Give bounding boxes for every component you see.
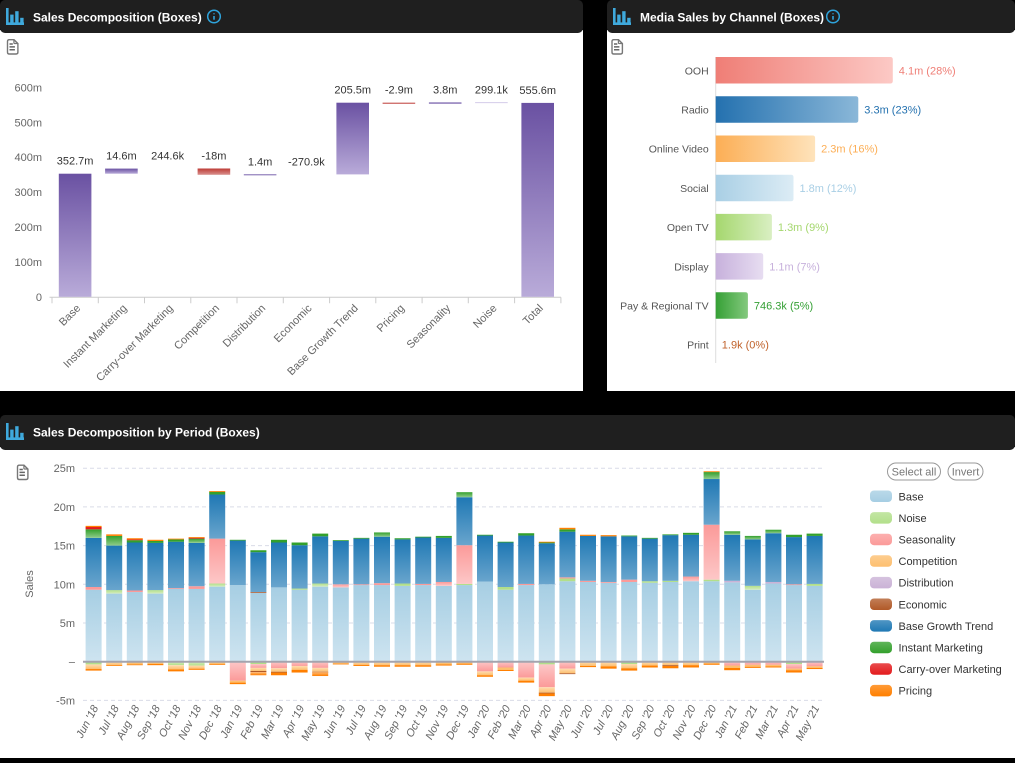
svg-text:1.9k (0%): 1.9k (0%) bbox=[722, 340, 769, 352]
svg-text:1.4m: 1.4m bbox=[248, 156, 272, 168]
svg-text:20m: 20m bbox=[54, 502, 75, 514]
svg-text:205.5m: 205.5m bbox=[334, 85, 371, 97]
svg-text:3.3m (23%): 3.3m (23%) bbox=[864, 105, 921, 117]
svg-text:10m: 10m bbox=[54, 579, 75, 591]
svg-text:Social: Social bbox=[680, 183, 709, 195]
svg-text:–: – bbox=[69, 657, 76, 669]
svg-text:Sales Decomposition by Period: Sales Decomposition by Period (Boxes) bbox=[33, 426, 260, 440]
svg-text:Competition: Competition bbox=[172, 302, 222, 352]
svg-text:352.7m: 352.7m bbox=[57, 156, 94, 168]
svg-text:1.8m (12%): 1.8m (12%) bbox=[800, 183, 857, 195]
svg-text:746.3k (5%): 746.3k (5%) bbox=[754, 301, 813, 313]
svg-text:Online Video: Online Video bbox=[649, 144, 709, 156]
svg-text:Noise: Noise bbox=[471, 302, 499, 330]
svg-text:Distribution: Distribution bbox=[221, 302, 268, 349]
svg-text:2.3m (16%): 2.3m (16%) bbox=[821, 144, 878, 156]
svg-text:Sales Decomposition (Boxes): Sales Decomposition (Boxes) bbox=[33, 11, 202, 25]
svg-text:-270.9k: -270.9k bbox=[288, 156, 325, 168]
svg-text:-18m: -18m bbox=[201, 151, 226, 163]
svg-text:Base: Base bbox=[899, 491, 924, 503]
svg-text:600m: 600m bbox=[14, 82, 42, 94]
svg-text:Base: Base bbox=[57, 302, 83, 328]
svg-text:OOH: OOH bbox=[685, 65, 709, 77]
svg-text:15m: 15m bbox=[54, 541, 75, 553]
svg-text:Instant Marketing: Instant Marketing bbox=[899, 643, 983, 655]
svg-text:Distribution: Distribution bbox=[899, 578, 954, 590]
svg-text:Base Growth Trend: Base Growth Trend bbox=[899, 621, 994, 633]
svg-text:Seasonality: Seasonality bbox=[405, 302, 454, 351]
svg-text:Carry-over Marketing: Carry-over Marketing bbox=[899, 664, 1002, 676]
svg-text:1.3m (9%): 1.3m (9%) bbox=[778, 222, 829, 234]
svg-text:200m: 200m bbox=[14, 222, 42, 234]
svg-text:Media Sales by Channel (Boxes): Media Sales by Channel (Boxes) bbox=[640, 11, 824, 25]
svg-text:555.6m: 555.6m bbox=[519, 85, 556, 97]
svg-text:-5m: -5m bbox=[56, 695, 75, 707]
svg-text:100m: 100m bbox=[14, 257, 42, 269]
svg-text:5m: 5m bbox=[60, 618, 75, 630]
svg-text:300m: 300m bbox=[14, 187, 42, 199]
svg-text:Total: Total bbox=[521, 302, 546, 327]
svg-text:Economic: Economic bbox=[899, 599, 948, 611]
svg-text:Pay & Regional TV: Pay & Regional TV bbox=[620, 301, 709, 313]
svg-text:Pricing: Pricing bbox=[899, 686, 933, 698]
svg-text:Noise: Noise bbox=[899, 513, 927, 525]
svg-text:Sales: Sales bbox=[24, 570, 36, 598]
svg-text:Competition: Competition bbox=[899, 556, 958, 568]
svg-text:Select all: Select all bbox=[892, 467, 937, 479]
svg-text:3.8m: 3.8m bbox=[433, 84, 457, 96]
svg-text:0: 0 bbox=[36, 292, 42, 304]
svg-text:Pricing: Pricing bbox=[375, 302, 407, 334]
svg-text:Invert: Invert bbox=[952, 467, 980, 479]
svg-text:14.6m: 14.6m bbox=[106, 151, 137, 163]
svg-text:Print: Print bbox=[687, 340, 709, 352]
svg-text:Seasonality: Seasonality bbox=[899, 535, 956, 547]
svg-text:Economic: Economic bbox=[272, 302, 315, 345]
svg-text:Open TV: Open TV bbox=[667, 222, 709, 234]
svg-text:500m: 500m bbox=[14, 117, 42, 129]
svg-text:244.6k: 244.6k bbox=[151, 151, 185, 163]
svg-text:Jun '18: Jun '18 bbox=[74, 703, 102, 741]
svg-text:-2.9m: -2.9m bbox=[385, 85, 413, 97]
svg-text:Radio: Radio bbox=[681, 105, 709, 117]
svg-text:299.1k: 299.1k bbox=[475, 84, 509, 96]
svg-text:25m: 25m bbox=[54, 463, 75, 475]
svg-text:4.1m (28%): 4.1m (28%) bbox=[899, 65, 956, 77]
svg-text:1.1m (7%): 1.1m (7%) bbox=[769, 261, 820, 273]
svg-text:400m: 400m bbox=[14, 152, 42, 164]
svg-text:Display: Display bbox=[674, 261, 709, 273]
svg-text:Carry-over Marketing: Carry-over Marketing bbox=[94, 302, 176, 384]
